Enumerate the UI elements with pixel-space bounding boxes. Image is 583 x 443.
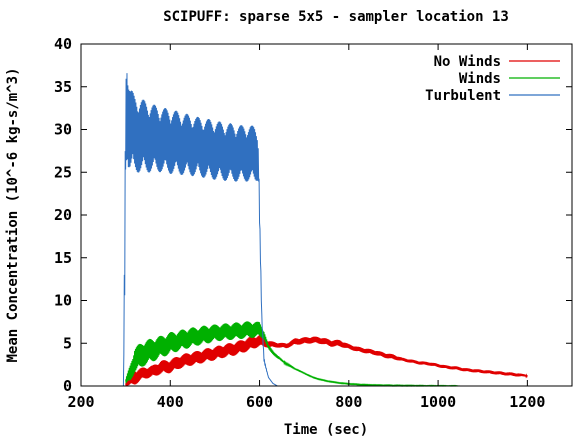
legend-label: No Winds [434,54,501,70]
x-tick-label: 1000 [420,393,456,411]
y-tick-label: 0 [63,377,72,395]
x-tick-label: 200 [67,393,94,411]
plot-lines [122,73,528,387]
chart-title: SCIPUFF: sparse 5x5 - sampler location 1… [163,9,509,25]
x-axis: 200 400 600 800 1000 1200 [67,44,545,411]
x-tick-label: 400 [157,393,184,411]
y-tick-label: 15 [54,249,72,267]
y-tick-label: 25 [54,163,72,181]
y-tick-label: 35 [54,78,72,96]
y-tick-label: 20 [54,206,72,224]
legend-label: Turbulent [425,88,501,104]
y-axis-title: Mean Concentration (10^-6 kg-s/m^3) [5,67,21,362]
x-tick-label: 600 [246,393,273,411]
y-tick-label: 30 [54,121,72,139]
y-tick-label: 10 [54,292,72,310]
x-tick-label: 1200 [509,393,545,411]
y-tick-label: 40 [54,35,72,53]
x-tick-label: 800 [335,393,362,411]
series-line-no-winds [125,335,528,387]
legend-label: Winds [459,71,501,87]
y-tick-label: 5 [63,334,72,352]
series-line-turbulent [122,73,278,387]
y-axis: 0 5 10 15 20 25 30 35 40 [54,35,572,395]
series-line-winds [125,321,461,387]
x-axis-title: Time (sec) [284,422,368,438]
